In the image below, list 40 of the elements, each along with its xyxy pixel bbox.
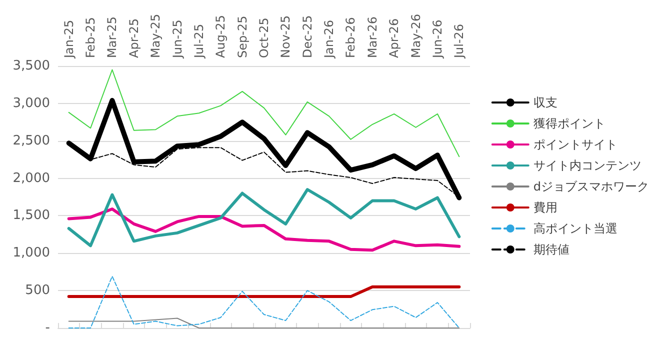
x-tick-label: Mar-26: [365, 16, 380, 58]
legend-label: dジョブスマホワーク: [533, 180, 650, 194]
legend-label: ポイントサイト: [533, 138, 618, 152]
x-tick-label: Nov-25: [278, 15, 293, 58]
y-tick-label: 1,000: [12, 246, 50, 261]
x-tick-label: Jan-26: [322, 20, 336, 59]
x-tick-label: Jan-25: [62, 20, 76, 59]
line-series: [67, 207, 461, 252]
y-tick-label: 1,500: [12, 208, 50, 224]
y-tick-label: 3,000: [12, 96, 50, 111]
x-tick-label: Aug-25: [214, 14, 228, 58]
x-tick-label: Sep-25: [235, 16, 250, 58]
x-tick-label: Jun-26: [430, 20, 444, 59]
x-tick-label: Apr-26: [387, 18, 402, 58]
line-series: [68, 276, 460, 328]
x-tick-label: May-26: [408, 14, 423, 58]
x-tick-label: Feb-25: [84, 17, 98, 58]
x-tick-label: Jul-26: [452, 24, 466, 59]
x-tick-label: Apr-25: [126, 18, 141, 58]
legend-label: 高ポイント当選: [533, 222, 618, 236]
legend-label: 収支: [533, 96, 558, 110]
y-tick-label: 2,000: [12, 170, 50, 186]
legend-label: サイト内コンテンツ: [533, 158, 642, 172]
x-tick-label: May-25: [148, 14, 163, 58]
legend-label: 期待値: [533, 242, 570, 256]
x-tick-label: Mar-25: [105, 16, 120, 58]
x-tick-label: Jun-25: [170, 20, 184, 59]
y-tick-label: -: [45, 320, 50, 336]
line-series: [68, 318, 460, 328]
y-tick-label: 2,500: [12, 133, 50, 148]
y-tick-label: 3,500: [12, 58, 50, 74]
legend-label: 獲得ポイント: [533, 116, 606, 130]
y-tick-label: 500: [25, 283, 50, 298]
legend-label: 費用: [533, 200, 558, 214]
x-tick-label: Dec-25: [300, 15, 314, 58]
line-series: [68, 69, 460, 158]
line-series: [67, 188, 461, 248]
x-tick-label: Oct-25: [257, 18, 271, 58]
x-tick-label: Feb-26: [344, 17, 358, 58]
x-tick-label: Jul-25: [192, 24, 206, 59]
